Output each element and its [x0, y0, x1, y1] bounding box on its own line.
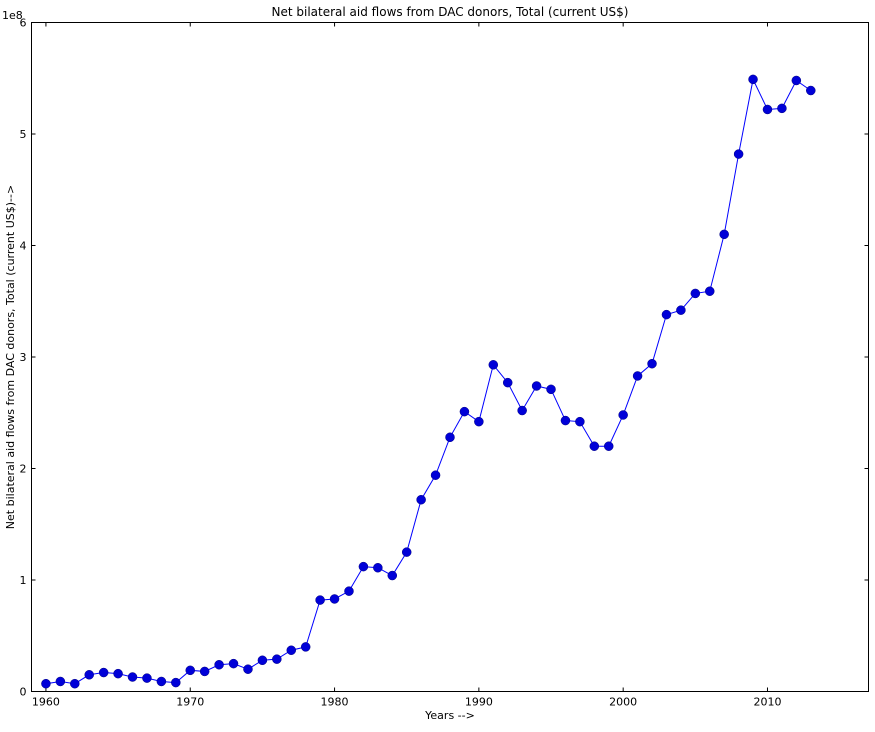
data-point — [488, 360, 499, 370]
data-point — [733, 149, 744, 159]
data-point — [748, 74, 758, 85]
data-point — [272, 654, 282, 664]
data-point — [546, 384, 556, 395]
y-tick-label: 0 — [20, 686, 27, 699]
data-point — [416, 494, 426, 505]
data-point — [517, 405, 527, 416]
data-point — [257, 655, 268, 666]
data-point — [199, 666, 210, 677]
data-point — [329, 594, 340, 604]
x-tick-label: 1980 — [321, 696, 349, 709]
data-point — [127, 672, 138, 682]
y-tick-label: 4 — [20, 240, 27, 253]
data-point — [647, 358, 657, 369]
y-tick-label: 6 — [20, 17, 27, 30]
data-point — [98, 667, 109, 678]
data-point — [430, 470, 441, 480]
data-point — [705, 286, 715, 296]
data-point — [690, 288, 701, 299]
data-point — [286, 645, 297, 655]
data-point — [459, 406, 470, 417]
data-point — [531, 381, 542, 391]
data-point — [228, 658, 239, 669]
data-point — [445, 432, 455, 443]
data-point — [676, 305, 686, 315]
data-point — [171, 677, 181, 688]
data-point — [632, 371, 643, 381]
data-point — [358, 561, 369, 572]
y-tick-label: 3 — [20, 351, 27, 364]
axes-layer: 1960 1970 1980 1990 2000 2010 0 1 2 3 4 5 6 — [20, 17, 869, 709]
y-tick-label: 2 — [20, 463, 27, 476]
data-point — [113, 668, 123, 679]
y-tick-label: 5 — [20, 128, 27, 141]
y-tick-label: 1 — [20, 574, 27, 587]
data-point — [777, 103, 787, 114]
plot-frame — [31, 22, 869, 692]
data-point — [791, 75, 802, 86]
data-point — [344, 586, 354, 596]
data-point — [589, 441, 600, 451]
data-point — [806, 85, 816, 96]
data-point — [762, 104, 773, 115]
data-point — [560, 415, 571, 426]
y-offset-label: 1e8 — [2, 9, 23, 22]
x-tick-label: 1990 — [465, 696, 493, 709]
data-point — [300, 642, 311, 652]
x-tick-label: 1960 — [32, 696, 60, 709]
series-layer — [41, 74, 816, 689]
data-point — [603, 441, 614, 451]
x-axis-label: Years --> — [424, 709, 475, 722]
data-point — [315, 595, 325, 605]
data-point — [84, 670, 94, 680]
data-point — [719, 229, 729, 240]
data-point — [618, 410, 628, 420]
x-tick-label: 2000 — [609, 696, 637, 709]
data-point — [243, 664, 253, 674]
data-point — [214, 659, 224, 670]
data-point — [55, 676, 66, 687]
x-tick-label: 2010 — [753, 696, 781, 709]
data-point — [502, 377, 513, 388]
data-point — [661, 309, 672, 320]
y-axis-label: Net bilateral aid flows from DAC donors,… — [4, 185, 17, 529]
data-point — [156, 676, 167, 687]
series-line — [45, 77, 812, 685]
data-point — [41, 678, 51, 689]
data-point — [474, 416, 484, 427]
data-point — [401, 547, 412, 557]
data-point — [142, 673, 152, 683]
chart-title: Net bilateral aid flows from DAC donors,… — [272, 5, 629, 19]
data-point — [70, 678, 80, 689]
data-point — [387, 570, 398, 581]
data-point — [185, 665, 195, 676]
data-point — [575, 416, 585, 427]
x-tick-label: 1970 — [176, 696, 204, 709]
data-point — [373, 562, 383, 573]
